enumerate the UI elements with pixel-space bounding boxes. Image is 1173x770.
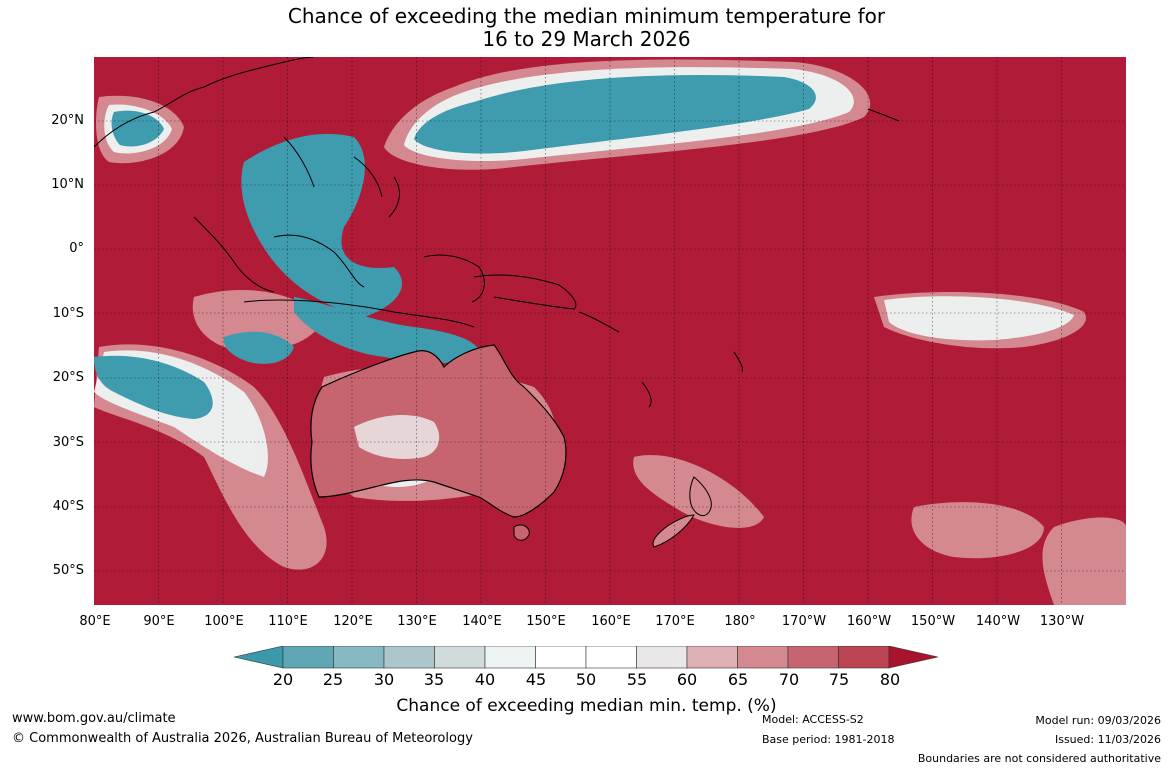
colorbar-tick: 70 xyxy=(778,670,800,689)
colorbar-tick: 60 xyxy=(676,670,698,689)
colorbar-segment xyxy=(737,646,789,669)
lon-label-150e: 150°E xyxy=(526,614,566,629)
lat-label-0: 0° xyxy=(69,241,84,256)
colorbar-tick: 50 xyxy=(575,670,597,689)
hawaii-region xyxy=(867,108,900,122)
model-run-text: Model run: 09/03/2026 xyxy=(1035,714,1161,727)
colorbar-tick: 80 xyxy=(879,670,901,689)
colorbar-tick: 65 xyxy=(727,670,749,689)
colorbar-segment xyxy=(282,646,334,669)
colorbar-tick: 40 xyxy=(474,670,496,689)
lon-label-120e: 120°E xyxy=(333,614,373,629)
colorbar-segment xyxy=(838,646,890,669)
base-period-text: Base period: 1981-2018 xyxy=(762,733,895,746)
colorbar-tick: 75 xyxy=(828,670,850,689)
forecast-map-canvas xyxy=(94,57,1126,605)
colorbar-tick: 45 xyxy=(525,670,547,689)
colorbar-segment xyxy=(686,646,738,669)
lat-label-20s: 20°S xyxy=(52,370,84,385)
colorbar-segment xyxy=(434,646,486,669)
lon-label-150w: 150°W xyxy=(910,614,956,629)
lat-label-50s: 50°S xyxy=(52,563,84,578)
lat-label-30s: 30°S xyxy=(52,435,84,450)
colorbar-segment xyxy=(636,646,688,669)
lat-label-40s: 40°S xyxy=(52,499,84,514)
coastlines xyxy=(94,57,743,408)
lon-label-90e: 90°E xyxy=(143,614,175,629)
model-text: Model: ACCESS-S2 xyxy=(762,713,864,726)
new-zealand-region xyxy=(652,476,712,548)
lat-label-20n: 20°N xyxy=(51,113,84,128)
website-link[interactable]: www.bom.gov.au/climate xyxy=(12,711,176,726)
lon-label-180: 180° xyxy=(724,614,756,629)
issued-text: Issued: 11/03/2026 xyxy=(1054,733,1161,746)
colorbar-segment xyxy=(787,646,839,669)
australia-region xyxy=(310,344,567,541)
lon-label-140e: 140°E xyxy=(462,614,502,629)
lon-label-170e: 170°E xyxy=(655,614,695,629)
colorbar-tick: 35 xyxy=(423,670,445,689)
colorbar-segment xyxy=(535,646,587,669)
colorbar-arrow-high xyxy=(888,646,939,669)
disclaimer-text: Boundaries are not considered authoritat… xyxy=(917,752,1161,765)
lon-label-130w: 130°W xyxy=(1039,614,1085,629)
colorbar-tick: 55 xyxy=(626,670,648,689)
copyright-text: © Commonwealth of Australia 2026, Austra… xyxy=(12,731,473,746)
map-title-line-2: 16 to 29 March 2026 xyxy=(482,27,691,51)
colorbar-segment xyxy=(585,646,637,669)
lat-lon-grid xyxy=(94,57,1126,605)
colorbar-segment xyxy=(333,646,385,669)
colorbar-tick: 30 xyxy=(373,670,395,689)
colorbar-segment xyxy=(484,646,536,669)
colorbar-segment xyxy=(383,646,435,669)
colorbar-tick: 20 xyxy=(272,670,294,689)
forecast-map xyxy=(94,57,1126,605)
lat-label-10n: 10°N xyxy=(51,177,84,192)
lon-label-110e: 110°E xyxy=(268,614,308,629)
lon-label-160w: 160°W xyxy=(846,614,892,629)
lon-label-170w: 170°W xyxy=(781,614,827,629)
probability-field xyxy=(94,59,1126,605)
lon-label-80e: 80°E xyxy=(79,614,111,629)
colorbar-arrow-low xyxy=(234,646,284,669)
lon-label-100e: 100°E xyxy=(204,614,244,629)
map-title-line-1: Chance of exceeding the median minimum t… xyxy=(287,4,886,28)
colorbar-tick: 25 xyxy=(322,670,344,689)
colorbar xyxy=(234,646,939,669)
lon-label-140w: 140°W xyxy=(975,614,1021,629)
lon-label-130e: 130°E xyxy=(397,614,437,629)
lon-label-160e: 160°E xyxy=(591,614,631,629)
lat-label-10s: 10°S xyxy=(52,306,84,321)
colorbar-label: Chance of exceeding median min. temp. (%… xyxy=(396,696,777,716)
